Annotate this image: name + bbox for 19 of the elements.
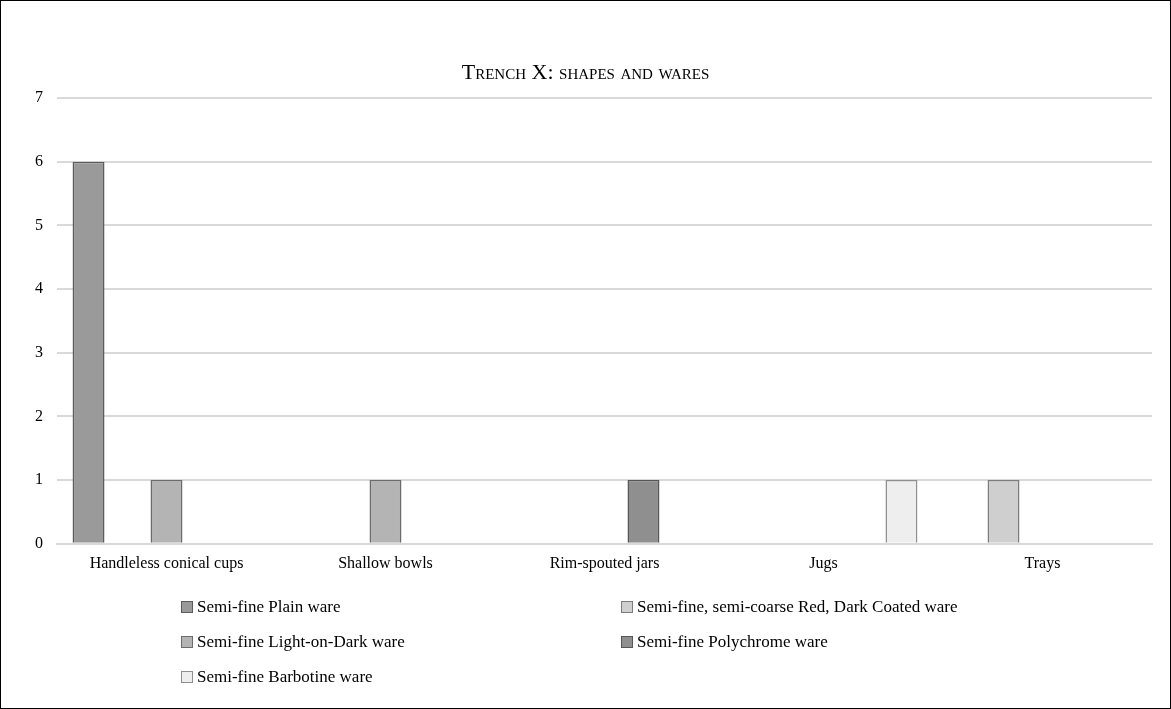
chart-title: Trench X: shapes and wares [460,59,711,85]
legend-label: Semi-fine Plain ware [197,597,341,617]
y-tick-label: 4 [35,279,43,297]
x-tick-label: Jugs [809,553,838,572]
y-tick-label: 5 [35,215,43,233]
legend-label: Semi-fine Polychrome ware [637,632,828,652]
legend-label: Semi-fine, semi-coarse Red, Dark Coated ware [637,597,958,617]
y-tick-label: 1 [35,470,43,488]
y-tick-label: 0 [35,534,43,551]
y-tick-label: 2 [35,406,43,424]
legend-label: Semi-fine Light-on-Dark ware [197,632,405,652]
y-tick-label: 3 [35,342,43,360]
y-tick-label: 6 [35,151,43,169]
y-tick-label: 7 [35,88,43,106]
x-tick-label: Trays [1024,553,1061,572]
legend-label: Semi-fine Barbotine ware [197,667,373,687]
x-tick-label: Rim-spouted jars [549,553,660,572]
x-tick-label: Handleless conical cups [89,553,244,572]
x-tick-label: Shallow bowls [338,553,433,571]
